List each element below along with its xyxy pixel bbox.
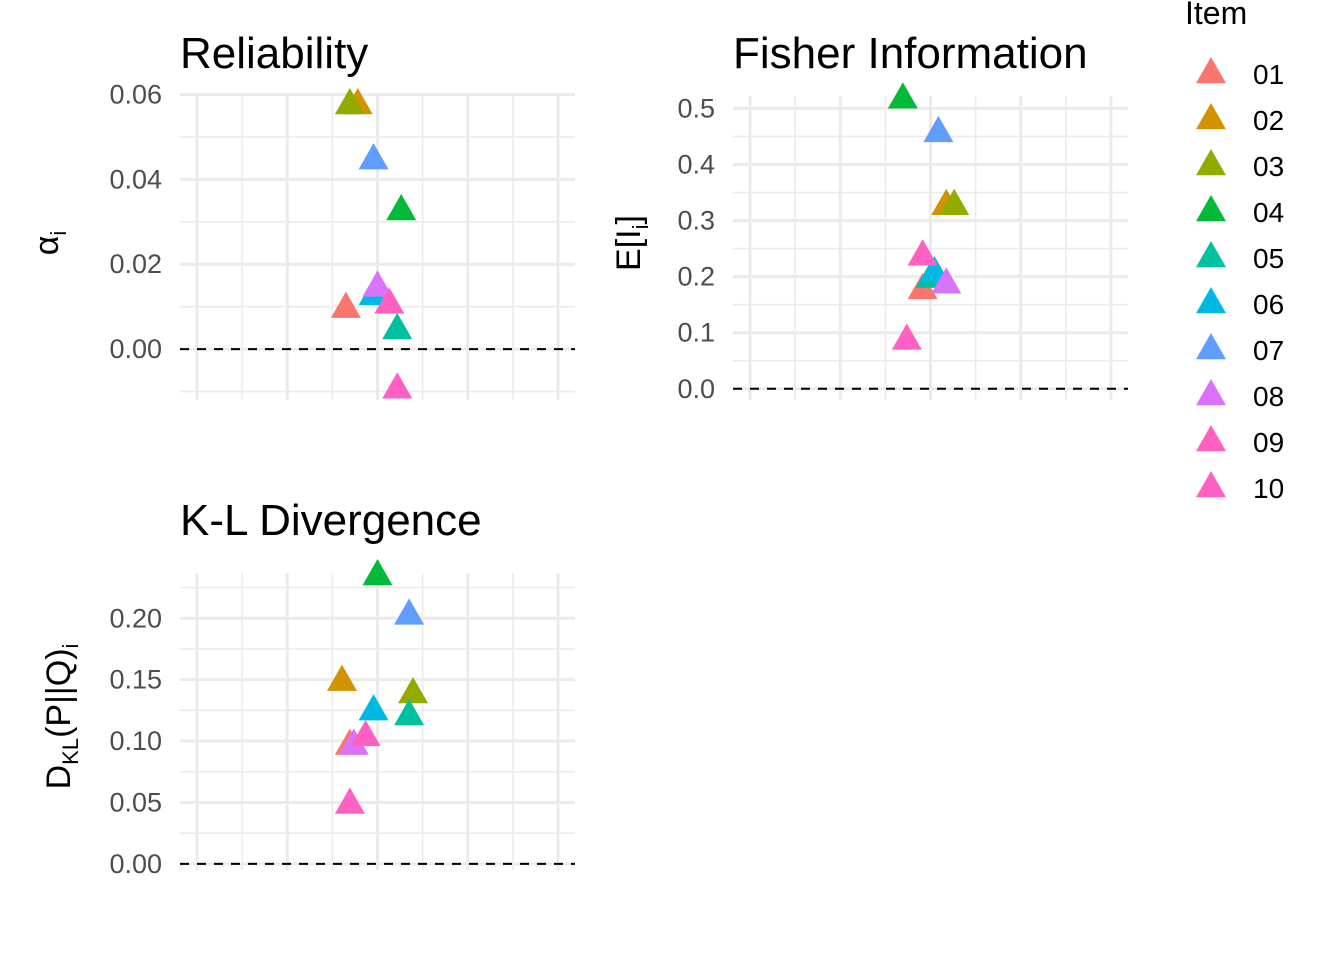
legend-key-icon	[1196, 287, 1226, 314]
y-tick-label: 0.1	[677, 318, 715, 348]
legend-key-icon	[1196, 333, 1226, 360]
panel-2: 0.00 0.05 0.10 0.15 0.20 K-L Divergence DKL(P|…	[40, 496, 575, 879]
panel-1: 0.0 0.1 0.2 0.3 0.4 0.5 Fisher Information E[Ii…	[610, 29, 1128, 404]
panel-title: K-L Divergence	[180, 496, 482, 545]
y-tick-label: 0.0	[677, 374, 715, 404]
legend-key-icon	[1196, 471, 1226, 498]
point-item-01	[330, 291, 361, 318]
point-item-04	[362, 559, 393, 586]
y-tick-label: 0.04	[109, 164, 162, 194]
point-item-09	[334, 787, 365, 814]
point-item-08	[362, 270, 393, 297]
point-item-03	[398, 676, 429, 704]
point-item-03	[334, 87, 365, 115]
point-item-07	[923, 115, 954, 143]
legend-label: 02	[1253, 105, 1284, 136]
y-tick-label: 0.20	[109, 603, 162, 633]
point-item-03	[939, 188, 970, 215]
legend-label: 08	[1253, 381, 1284, 412]
legend-label: 04	[1253, 197, 1284, 228]
y-tick-label: 0.2	[677, 262, 715, 292]
legend-title: Item	[1185, 0, 1247, 31]
legend-label: 05	[1253, 243, 1284, 274]
point-item-04	[887, 82, 918, 109]
legend-key-icon	[1196, 425, 1226, 452]
legend-label: 06	[1253, 289, 1284, 320]
point-item-08	[931, 267, 962, 294]
point-item-09	[382, 372, 413, 399]
panel-title: Reliability	[180, 29, 368, 78]
point-item-07	[358, 143, 389, 170]
y-tick-label: 0.02	[109, 249, 162, 279]
point-item-05	[382, 312, 413, 340]
y-tick-label: 0.05	[109, 787, 162, 817]
point-item-06	[358, 694, 389, 721]
point-item-10	[350, 719, 381, 747]
legend-key-icon	[1196, 57, 1226, 84]
y-tick-label: 0.15	[109, 665, 162, 695]
legend-label: 09	[1253, 427, 1284, 458]
y-tick-label: 0.00	[109, 849, 162, 879]
y-axis-label: DKL(P||Q)i	[40, 644, 83, 790]
y-tick-label: 0.4	[677, 150, 715, 180]
y-tick-label: 0.3	[677, 206, 715, 236]
y-tick-label: 0.10	[109, 726, 162, 756]
legend-label: 03	[1253, 151, 1284, 182]
panel-title: Fisher Information	[733, 29, 1088, 78]
legend-label: 07	[1253, 335, 1284, 366]
point-item-02	[326, 664, 357, 691]
legend-key-icon	[1196, 103, 1226, 130]
point-item-09	[891, 323, 922, 350]
legend-key-icon	[1196, 241, 1226, 268]
legend-label: 01	[1253, 59, 1284, 90]
legend-key-icon	[1196, 195, 1226, 222]
legend-label: 10	[1253, 473, 1284, 504]
point-item-07	[394, 598, 425, 625]
y-axis-label: αi	[28, 231, 71, 256]
point-item-04	[386, 194, 417, 221]
y-tick-label: 0.06	[109, 79, 162, 109]
point-item-10	[374, 287, 405, 314]
point-item-10	[907, 239, 938, 266]
panel-0: 0.00 0.02 0.04 0.06 Reliability αi	[28, 29, 575, 400]
y-tick-label: 0.5	[677, 93, 715, 123]
y-tick-label: 0.00	[109, 334, 162, 364]
legend-key-icon	[1196, 379, 1226, 406]
y-axis-label: E[Ii]	[610, 215, 653, 271]
point-item-05	[394, 699, 425, 726]
legend-key-icon	[1196, 149, 1226, 176]
